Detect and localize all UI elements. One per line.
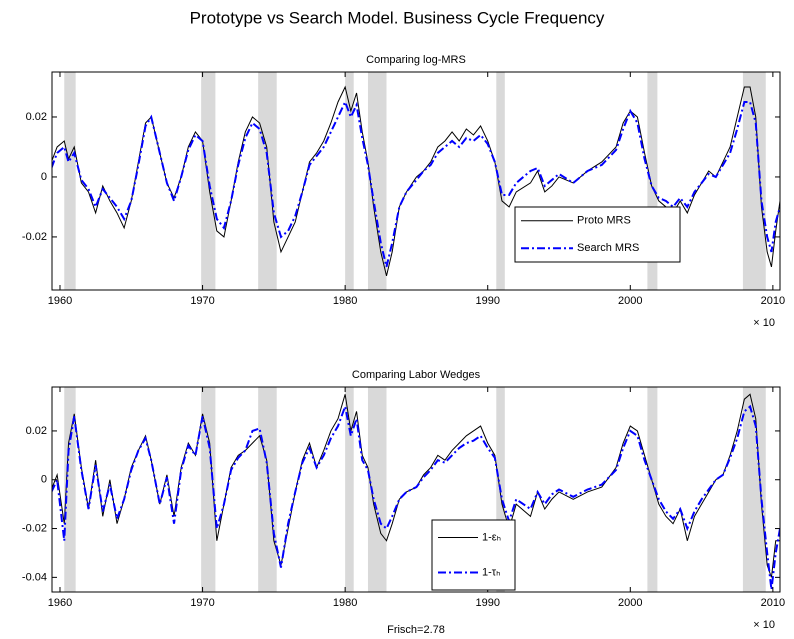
x-tick-label: 2000: [618, 597, 642, 609]
x-tick-label: 2010: [761, 295, 785, 307]
subplot-title: Comparing log-MRS: [366, 54, 466, 66]
x-tick-label: 2010: [761, 597, 785, 609]
x-tick-label: 1960: [48, 597, 72, 609]
y-tick-label: 0.02: [26, 111, 47, 123]
recession-band: [64, 72, 76, 290]
x-tick-label: 1970: [190, 295, 214, 307]
recession-band: [742, 387, 766, 592]
recession-band: [345, 72, 354, 290]
legend-box: [514, 206, 681, 263]
exponent-label: × 10: [753, 619, 775, 631]
recession-band: [742, 72, 766, 290]
y-tick-label: -0.02: [22, 522, 47, 534]
y-tick-label: 0: [41, 474, 47, 486]
y-tick-label: -0.02: [22, 231, 47, 243]
recession-band: [258, 387, 277, 592]
recession-band: [345, 387, 354, 592]
series-line: [52, 99, 780, 268]
recession-band: [496, 72, 505, 290]
x-tick-label: 1990: [475, 597, 499, 609]
legend-label: 1-τₕ: [482, 566, 501, 578]
legend-label: Proto MRS: [577, 215, 631, 227]
series-line: [52, 402, 780, 590]
x-axis-label: Frisch=2.78: [387, 624, 445, 636]
axes-box: [51, 386, 781, 593]
x-tick-label: 1960: [48, 295, 72, 307]
legend-label: 1-εₕ: [482, 531, 501, 543]
legend-box: [431, 519, 516, 591]
y-tick-label: -0.04: [22, 571, 47, 583]
recession-band: [64, 387, 76, 592]
recession-band: [367, 72, 387, 290]
x-tick-label: 1970: [190, 597, 214, 609]
recession-band: [367, 387, 387, 592]
recession-band: [647, 387, 658, 592]
x-tick-label: 1980: [333, 597, 357, 609]
plot-area: [52, 72, 780, 290]
recession-band: [201, 387, 216, 592]
recession-band: [258, 72, 277, 290]
x-tick-label: 1980: [333, 295, 357, 307]
figure-title: Prototype vs Search Model. Business Cycl…: [190, 8, 605, 27]
recession-band: [647, 72, 658, 290]
exponent-label: × 10: [753, 317, 775, 329]
y-tick-label: 0.02: [26, 425, 47, 437]
x-tick-label: 2000: [618, 295, 642, 307]
plot-area: [52, 387, 780, 592]
subplot-title: Comparing Labor Wedges: [352, 369, 481, 381]
x-tick-label: 1990: [475, 295, 499, 307]
legend-label: Search MRS: [577, 242, 639, 254]
axes-box: [51, 71, 781, 291]
y-tick-label: 0: [41, 171, 47, 183]
